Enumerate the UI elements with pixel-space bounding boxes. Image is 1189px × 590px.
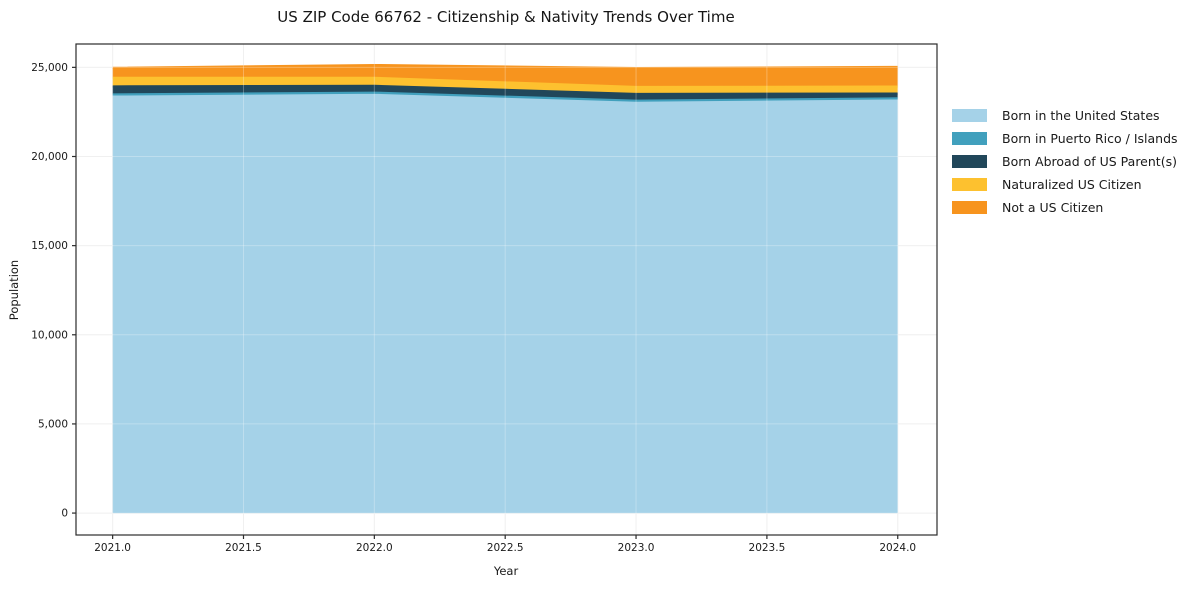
y-tick-label: 0 bbox=[61, 508, 68, 520]
legend-label: Naturalized US Citizen bbox=[1002, 177, 1142, 192]
legend-swatch bbox=[952, 201, 987, 214]
y-tick-label: 5,000 bbox=[38, 418, 68, 430]
chart-title: US ZIP Code 66762 - Citizenship & Nativi… bbox=[277, 8, 735, 26]
area-edge bbox=[112, 63, 898, 70]
y-tick-label: 20,000 bbox=[31, 151, 68, 163]
legend-item: Not a US Citizen bbox=[952, 196, 1178, 219]
area-band bbox=[112, 85, 898, 101]
y-tick-label: 15,000 bbox=[31, 240, 68, 252]
area-band bbox=[112, 77, 898, 94]
legend-item: Naturalized US Citizen bbox=[952, 173, 1178, 196]
area-edge bbox=[112, 84, 898, 96]
legend: Born in the United States Born in Puerto … bbox=[952, 104, 1178, 219]
legend-label: Born in Puerto Rico / Islands bbox=[1002, 131, 1178, 146]
legend-swatch bbox=[952, 109, 987, 122]
axes-box bbox=[75, 43, 938, 536]
x-tick-label: 2021.5 bbox=[225, 542, 262, 554]
area-edge bbox=[112, 76, 898, 89]
legend-swatch bbox=[952, 132, 987, 145]
x-tick-label: 2021.0 bbox=[94, 542, 131, 554]
area-edge bbox=[112, 91, 898, 102]
x-tick-label: 2024.0 bbox=[879, 542, 916, 554]
legend-swatch bbox=[952, 178, 987, 191]
legend-item: Born in the United States bbox=[952, 104, 1178, 127]
x-tick-label: 2022.0 bbox=[356, 542, 393, 554]
legend-item: Born Abroad of US Parent(s) bbox=[952, 150, 1178, 173]
legend-label: Not a US Citizen bbox=[1002, 200, 1104, 215]
area-band bbox=[112, 65, 898, 87]
y-axis-label: Population bbox=[7, 259, 21, 321]
legend-label: Born Abroad of US Parent(s) bbox=[1002, 154, 1177, 169]
legend-label: Born in the United States bbox=[1002, 108, 1160, 123]
y-tick-label: 10,000 bbox=[31, 329, 68, 341]
x-tick-label: 2022.5 bbox=[487, 542, 524, 554]
area-band bbox=[112, 93, 898, 514]
x-tick-label: 2023.5 bbox=[749, 542, 786, 554]
legend-swatch bbox=[952, 155, 987, 168]
x-tick-label: 2023.0 bbox=[618, 542, 655, 554]
x-axis-label: Year bbox=[493, 564, 519, 578]
y-tick-label: 25,000 bbox=[31, 62, 68, 74]
legend-item: Born in Puerto Rico / Islands bbox=[952, 127, 1178, 150]
